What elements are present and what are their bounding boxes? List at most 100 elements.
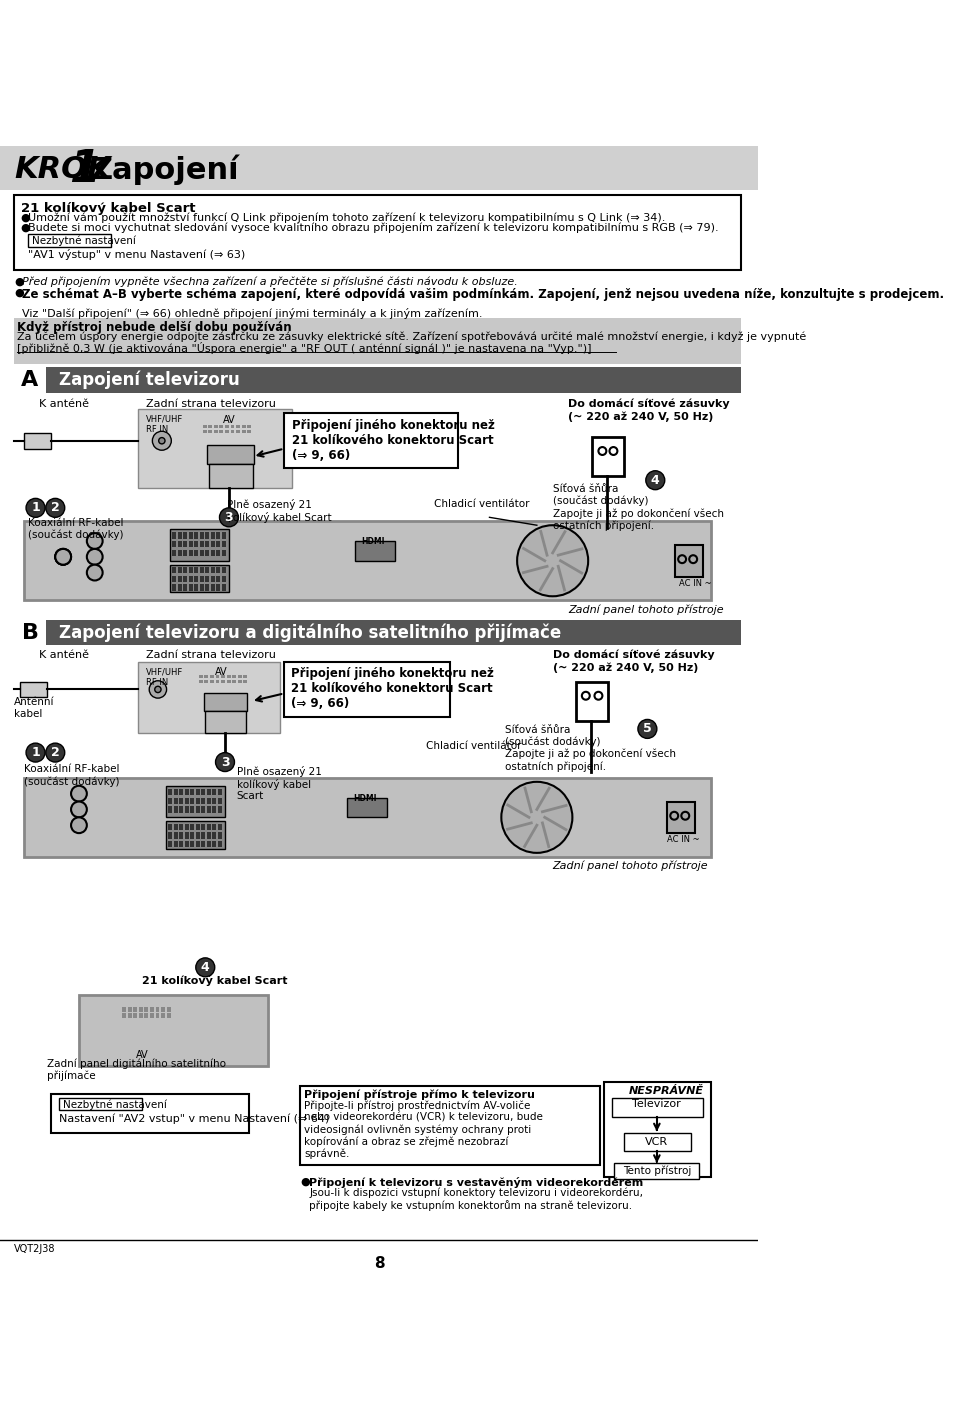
Bar	[204, 693, 247, 711]
Text: Koaxiální RF-kabel
(součást dodávky): Koaxiální RF-kabel (součást dodávky)	[24, 764, 119, 786]
Bar	[196, 806, 200, 812]
Bar	[216, 584, 220, 591]
Circle shape	[46, 499, 64, 517]
Text: Budete si moci vychutnat sledování vysoce kvalitního obrazu připojením zařízení : Budete si moci vychutnat sledování vysoc…	[29, 222, 719, 234]
Circle shape	[637, 720, 657, 738]
Bar	[189, 533, 193, 538]
Bar	[222, 584, 226, 591]
Bar	[222, 567, 226, 574]
Bar	[144, 1013, 149, 1017]
Bar	[218, 789, 222, 795]
Bar	[166, 822, 225, 849]
Bar	[161, 1013, 165, 1017]
Text: 4: 4	[201, 961, 209, 973]
Bar	[227, 676, 230, 679]
Bar	[206, 789, 211, 795]
Bar	[24, 778, 710, 857]
Text: K anténě: K anténě	[39, 650, 89, 660]
Bar	[206, 832, 211, 839]
Circle shape	[517, 526, 588, 597]
Circle shape	[86, 533, 103, 548]
Circle shape	[86, 548, 103, 565]
Bar	[184, 789, 189, 795]
Bar	[172, 550, 176, 555]
Bar	[184, 806, 189, 812]
Text: 21 kolíkový kabel Scart: 21 kolíkový kabel Scart	[20, 201, 195, 214]
Bar	[675, 546, 703, 577]
Circle shape	[220, 507, 238, 527]
Bar	[211, 533, 215, 538]
Bar	[242, 429, 246, 432]
Bar	[216, 541, 220, 547]
Bar	[210, 680, 214, 683]
Text: Nastavení "AV2 vstup" v menu Nastavení (⇒ 64): Nastavení "AV2 vstup" v menu Nastavení (…	[60, 1114, 329, 1124]
Text: Koaxiální RF-kabel
(součást dodávky): Koaxiální RF-kabel (součást dodávky)	[28, 519, 123, 540]
Text: Zadní strana televizoru: Zadní strana televizoru	[146, 650, 276, 660]
Bar	[174, 823, 178, 830]
Bar	[216, 533, 220, 538]
Text: Připojení jiného konektoru než
21 kolíkového konektoru Scart
(⇒ 9, 66): Připojení jiného konektoru než 21 kolíko…	[291, 667, 493, 710]
Bar	[196, 789, 200, 795]
Bar	[189, 567, 193, 574]
Text: VHF/UHF
RF IN: VHF/UHF RF IN	[146, 415, 183, 434]
Bar	[222, 541, 226, 547]
Bar	[172, 533, 176, 538]
Bar	[174, 789, 178, 795]
Bar	[14, 367, 740, 393]
Text: Zadní panel digitálního satelitního
přijímače: Zadní panel digitálního satelitního přij…	[47, 1058, 227, 1081]
Bar	[172, 541, 176, 547]
Text: 8: 8	[373, 1255, 384, 1271]
Bar	[211, 567, 215, 574]
Bar	[205, 711, 247, 733]
Text: Umožní vám použít množství funkcí Q Link připojením tohoto zařízení k televizoru: Umožní vám použít množství funkcí Q Link…	[29, 213, 666, 222]
Bar	[218, 832, 222, 839]
Text: Zadní panel tohoto přístroje: Zadní panel tohoto přístroje	[568, 604, 724, 615]
Bar	[189, 584, 193, 591]
Bar	[180, 842, 183, 847]
Bar	[190, 798, 194, 803]
Text: 3: 3	[225, 510, 233, 524]
Bar	[209, 465, 252, 487]
Bar	[133, 1013, 137, 1017]
Text: HDMI: HDMI	[362, 537, 385, 546]
Text: AV: AV	[135, 1050, 149, 1060]
Bar	[0, 146, 757, 190]
Bar	[206, 842, 211, 847]
Circle shape	[56, 548, 71, 565]
Bar	[178, 541, 181, 547]
Bar	[138, 410, 292, 487]
Bar	[212, 789, 216, 795]
Text: 4: 4	[651, 473, 660, 486]
Bar	[183, 584, 187, 591]
Bar	[51, 1094, 249, 1134]
Bar	[172, 567, 176, 574]
Bar	[180, 832, 183, 839]
Bar	[216, 680, 220, 683]
Bar	[202, 823, 205, 830]
Bar	[206, 823, 211, 830]
Text: Síťová šňůra
(součást dodávky)
Zapojte ji až po dokončení všech
ostatních připoj: Síťová šňůra (součást dodávky) Zapojte j…	[505, 726, 676, 772]
Bar	[184, 798, 189, 803]
Bar	[178, 584, 181, 591]
Bar	[243, 680, 247, 683]
Bar	[242, 425, 246, 428]
Text: VCR: VCR	[645, 1136, 668, 1146]
Bar	[138, 662, 280, 733]
Bar	[355, 541, 395, 561]
Bar	[24, 432, 51, 449]
Bar	[216, 567, 220, 574]
Text: 1: 1	[31, 502, 40, 514]
Bar	[604, 1081, 710, 1176]
Bar	[194, 584, 198, 591]
Bar	[212, 823, 216, 830]
Text: Nezbytné nastavení: Nezbytné nastavení	[63, 1100, 167, 1110]
Bar	[199, 676, 203, 679]
Bar	[167, 1013, 171, 1017]
Bar	[189, 575, 193, 582]
Bar	[194, 533, 198, 538]
Bar	[206, 806, 211, 812]
Bar	[122, 1013, 127, 1017]
Bar	[200, 584, 204, 591]
Text: Do domácí síťové zásuvky
(~ 220 až 240 V, 50 Hz): Do domácí síťové zásuvky (~ 220 až 240 V…	[568, 400, 730, 422]
Text: Plně osazený 21
kolíkový kabel
Scart: Plně osazený 21 kolíkový kabel Scart	[237, 767, 322, 802]
